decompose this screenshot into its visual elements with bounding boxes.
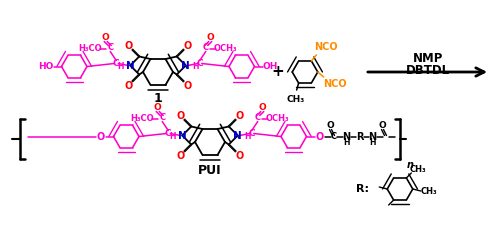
Text: N: N	[182, 61, 190, 71]
Text: C: C	[165, 129, 172, 138]
Text: O: O	[154, 103, 161, 112]
Text: R:: R:	[356, 184, 369, 194]
Text: HO: HO	[38, 62, 53, 71]
Text: C: C	[113, 59, 119, 68]
Text: H₃CO: H₃CO	[130, 114, 154, 123]
Text: O: O	[326, 121, 334, 130]
Text: H: H	[192, 62, 199, 71]
Text: O: O	[124, 81, 132, 91]
Text: H₃CO: H₃CO	[78, 44, 102, 53]
Text: C: C	[248, 129, 255, 138]
Text: O: O	[176, 111, 184, 121]
Text: O: O	[96, 131, 104, 141]
Text: H: H	[244, 132, 251, 141]
Text: DBTDL: DBTDL	[406, 64, 450, 76]
Text: N: N	[178, 131, 186, 141]
Text: OCH₃: OCH₃	[214, 44, 238, 53]
Text: n: n	[407, 160, 414, 170]
Text: 1: 1	[154, 92, 162, 106]
Text: PUI: PUI	[198, 165, 222, 178]
Text: O: O	[316, 131, 324, 141]
Text: NCO: NCO	[314, 42, 338, 52]
Text: N: N	[368, 131, 376, 141]
Text: +: +	[272, 64, 284, 79]
Text: NMP: NMP	[413, 52, 443, 66]
Text: H: H	[369, 138, 376, 147]
Text: O: O	[259, 103, 266, 112]
Text: NCO: NCO	[323, 79, 346, 89]
Text: OH: OH	[263, 62, 278, 71]
Text: OCH₃: OCH₃	[266, 114, 289, 123]
Text: O: O	[124, 40, 132, 50]
Text: O: O	[378, 121, 386, 130]
Text: O: O	[207, 33, 214, 42]
Text: O: O	[176, 151, 184, 160]
Text: CH₃: CH₃	[410, 165, 426, 175]
Text: C: C	[254, 113, 261, 122]
Text: N: N	[234, 131, 242, 141]
Text: O: O	[102, 33, 109, 42]
Text: CH₃: CH₃	[420, 187, 437, 195]
Text: C: C	[202, 43, 209, 52]
Text: H: H	[343, 138, 350, 147]
Text: R: R	[356, 131, 363, 141]
Text: CH₃: CH₃	[286, 94, 305, 104]
Text: N: N	[342, 131, 350, 141]
Text: H: H	[169, 132, 175, 141]
Text: C: C	[196, 59, 203, 68]
Text: C: C	[159, 113, 166, 122]
Text: O: O	[184, 40, 192, 50]
Text: N: N	[126, 61, 134, 71]
Text: O: O	[184, 81, 192, 91]
Text: O: O	[236, 111, 244, 121]
Text: C: C	[330, 132, 336, 141]
Text: C: C	[107, 43, 114, 52]
Text: O: O	[236, 151, 244, 160]
Text: H: H	[117, 62, 123, 71]
